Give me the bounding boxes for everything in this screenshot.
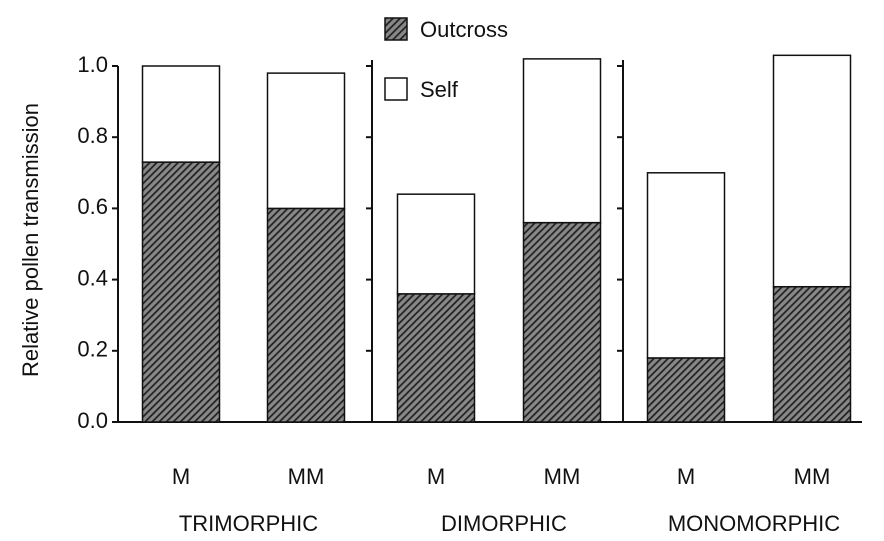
bar-segment: [522, 221, 602, 423]
y-tick-label: 1.0: [77, 52, 108, 77]
y-tick-label: 0.6: [77, 194, 108, 219]
x-tick-label: MM: [794, 464, 831, 489]
y-axis-label: Relative pollen transmission: [18, 103, 43, 377]
legend-swatch: [384, 77, 408, 101]
x-tick-label: MM: [288, 464, 325, 489]
bar-segment: [522, 58, 602, 224]
bar-segment: [646, 357, 726, 423]
x-tick-label: MM: [544, 464, 581, 489]
bar-segment: [646, 172, 726, 359]
bar-segment: [266, 72, 346, 210]
group-label: TRIMORPHIC: [179, 511, 318, 536]
legend-label: Outcross: [420, 17, 508, 42]
bar-segment: [772, 285, 852, 423]
bar-segment: [266, 207, 346, 423]
y-tick-label: 0.8: [77, 123, 108, 148]
x-tick-label: M: [172, 464, 190, 489]
x-tick-label: M: [677, 464, 695, 489]
legend-label: Self: [420, 77, 459, 102]
group-label: DIMORPHIC: [441, 511, 567, 536]
bar-segment: [141, 65, 221, 163]
y-tick-label: 0.0: [77, 408, 108, 433]
bar-segment: [396, 293, 476, 423]
legend-swatch: [384, 17, 408, 41]
group-label: MONOMORPHIC: [668, 511, 840, 536]
x-tick-label: M: [427, 464, 445, 489]
bar-segment: [396, 193, 476, 295]
y-tick-label: 0.2: [77, 337, 108, 362]
y-tick-label: 0.4: [77, 265, 108, 290]
bar-segment: [772, 54, 852, 288]
bar-segment: [141, 161, 221, 423]
